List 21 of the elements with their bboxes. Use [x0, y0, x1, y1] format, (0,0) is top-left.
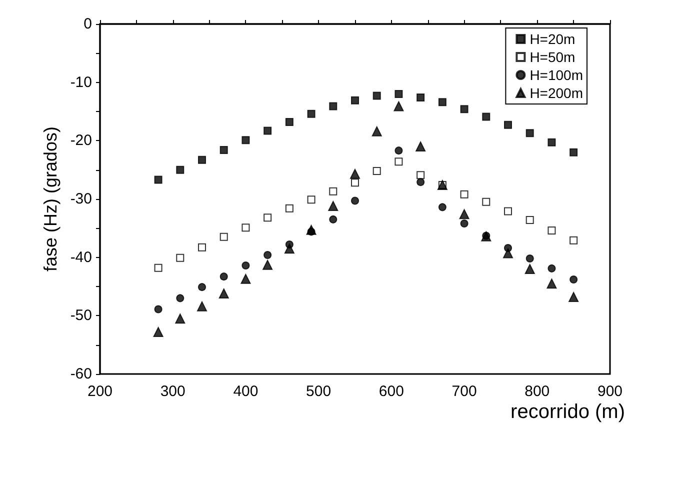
legend-label: H=50m — [530, 49, 576, 65]
x-tick-label: 900 — [597, 383, 623, 400]
y-tick-label: -10 — [70, 74, 92, 91]
x-tick-label: 200 — [87, 383, 113, 400]
y-tick-label: 0 — [84, 16, 92, 32]
y-tick-label: -50 — [70, 307, 92, 324]
x-tick-label: 500 — [306, 383, 332, 400]
legend-label: H=20m — [530, 31, 576, 47]
x-tick-label: 600 — [378, 383, 404, 400]
legend-label: H=200m — [530, 85, 584, 101]
y-axis-title: fase (Hz) (grados) — [40, 126, 60, 272]
y-tick-label: -60 — [70, 366, 92, 382]
x-tick-label: 400 — [233, 383, 258, 400]
x-tick-label: 300 — [160, 383, 186, 400]
y-tick-label: -30 — [70, 190, 92, 208]
legend-label: H=100m — [530, 67, 584, 83]
y-tick-label: -20 — [70, 132, 92, 150]
x-axis-title: recorrido (m) — [510, 401, 625, 423]
x-tick-label: 700 — [452, 383, 477, 400]
x-tick-label: 800 — [524, 383, 550, 400]
y-tick-label: -40 — [70, 248, 92, 266]
